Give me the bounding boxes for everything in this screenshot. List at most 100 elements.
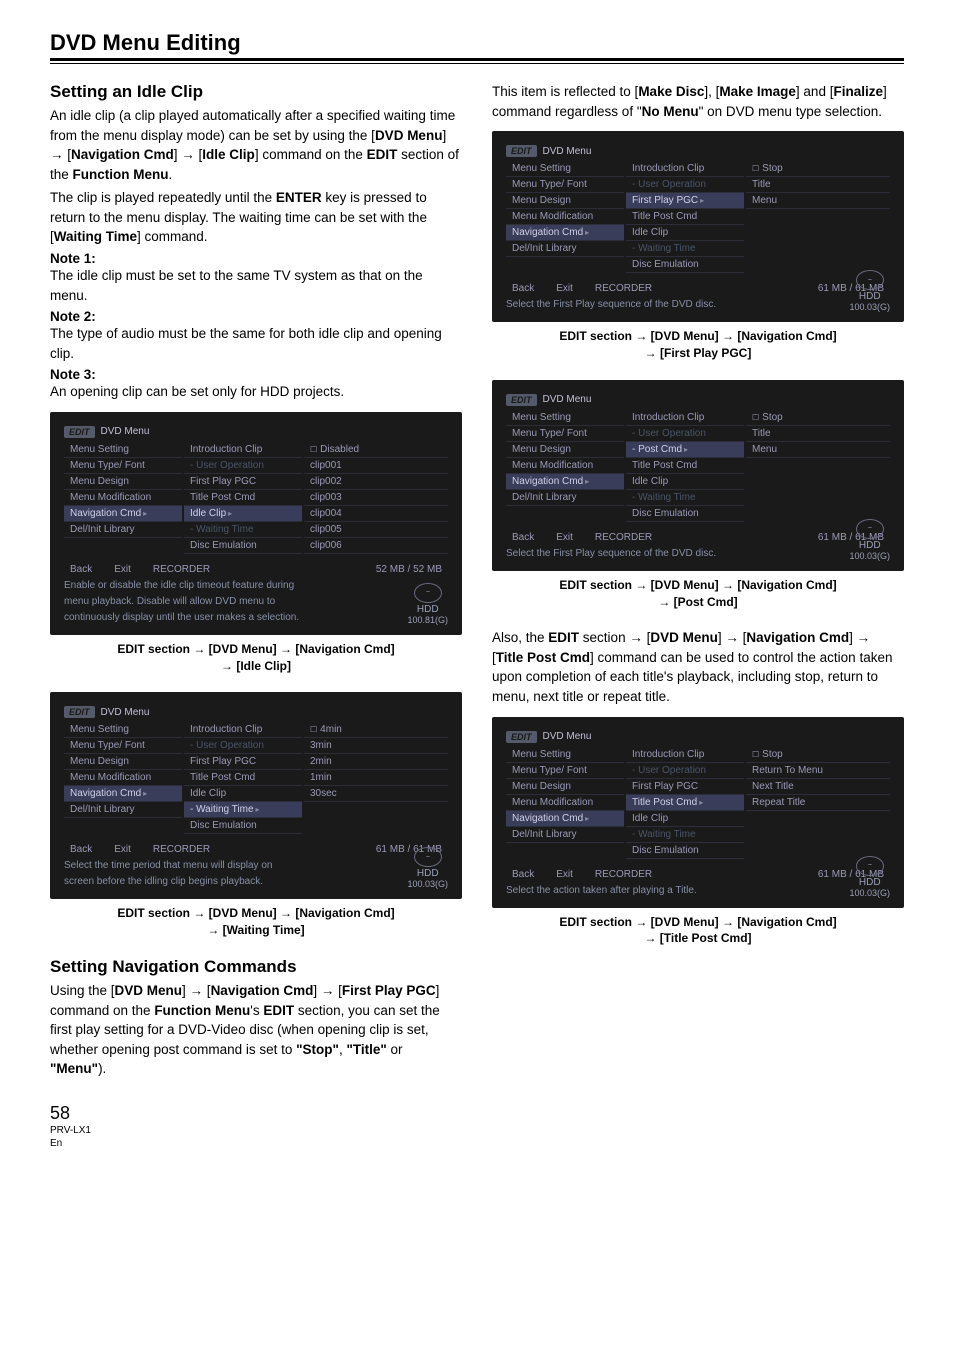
menu-right-item: Title xyxy=(746,177,890,193)
menu-mid-item: Disc Emulation xyxy=(184,538,302,554)
footer-lang: En xyxy=(50,1137,904,1150)
menu-left-item: Navigation Cmd▸ xyxy=(506,225,624,241)
menu-left-item: Menu Type/ Font xyxy=(506,763,624,779)
menu-left-item: Menu Type/ Font xyxy=(64,458,182,474)
caption-1: EDIT section → [DVD Menu] → [Navigation … xyxy=(50,641,462,675)
menu-left-item: Navigation Cmd▸ xyxy=(506,474,624,490)
left-column: Setting an Idle Clip An idle clip (a cli… xyxy=(50,82,462,1083)
recorder-label: RECORDER xyxy=(595,532,652,543)
menu-mid-item: - Waiting Time xyxy=(626,827,744,843)
menu-right-item: clip001 xyxy=(304,458,448,474)
menu-left-item: Menu Setting xyxy=(64,722,182,738)
menu-right-item: ☐Disabled xyxy=(304,442,448,458)
menu-mid-item: First Play PGC▸ xyxy=(626,193,744,209)
menu-mid-item: - Waiting Time xyxy=(184,522,302,538)
back-label: Back xyxy=(512,283,534,294)
menu-mid-item: Idle Clip xyxy=(626,225,744,241)
menu-mid-item: Disc Emulation xyxy=(626,257,744,273)
menu-mid-item: Introduction Clip xyxy=(184,442,302,458)
menu-mid-item: Idle Clip xyxy=(184,786,302,802)
note2-text: The type of audio must be the same for b… xyxy=(50,324,462,363)
menu-left-item: Menu Modification xyxy=(506,795,624,811)
menu-left-item: Menu Setting xyxy=(506,747,624,763)
menu-left-item: Menu Design xyxy=(64,754,182,770)
page-title: DVD Menu Editing xyxy=(50,30,904,61)
menu-right-item: ☐4min xyxy=(304,722,448,738)
menu-mid-item: Idle Clip▸ xyxy=(184,506,302,522)
menu-left-item: Menu Modification xyxy=(64,770,182,786)
exit-label: Exit xyxy=(114,564,131,575)
screenshot-first-play-pgc: EDIT DVD Menu Menu SettingMenu Type/ Fon… xyxy=(492,131,904,322)
menu-mid-item: - Waiting Time xyxy=(626,490,744,506)
menu-left-item: Menu Design xyxy=(506,193,624,209)
caption-2: EDIT section → [DVD Menu] → [Navigation … xyxy=(50,905,462,939)
title-rule xyxy=(50,63,904,64)
exit-label: Exit xyxy=(114,844,131,855)
menu-right-item: 3min xyxy=(304,738,448,754)
menu-left-item: Menu Type/ Font xyxy=(506,177,624,193)
menu-left-item: Navigation Cmd▸ xyxy=(506,811,624,827)
menu-right-item: clip005 xyxy=(304,522,448,538)
ss-header: EDIT DVD Menu xyxy=(506,731,890,743)
menu-right-item: Menu xyxy=(746,442,890,458)
menu-mid-item: - User Operation xyxy=(184,458,302,474)
menu-left-item: Menu Type/ Font xyxy=(64,738,182,754)
menu-right-item: ☐Stop xyxy=(746,747,890,763)
menu-left-item: Menu Modification xyxy=(506,209,624,225)
menu-mid-item: - User Operation xyxy=(626,177,744,193)
hdd-icon: ~ xyxy=(414,583,442,603)
ss-header: EDIT DVD Menu xyxy=(64,426,448,438)
para-nav-cmd: Using the [DVD Menu] → [Navigation Cmd] … xyxy=(50,981,462,1079)
section-title-nav-cmd: Setting Navigation Commands xyxy=(50,957,462,977)
menu-right-item: ☐Stop xyxy=(746,161,890,177)
menu-right-item: Return To Menu xyxy=(746,763,890,779)
menu-mid-item: - User Operation xyxy=(184,738,302,754)
menu-left-item: Navigation Cmd▸ xyxy=(64,786,182,802)
menu-left-item: Menu Setting xyxy=(506,161,624,177)
menu-mid-item: Disc Emulation xyxy=(184,818,302,834)
caption-4: EDIT section → [DVD Menu] → [Navigation … xyxy=(492,577,904,611)
hdd-label: HDD xyxy=(407,868,448,879)
menu-left-item: Del/Init Library xyxy=(64,522,182,538)
ss-title: DVD Menu xyxy=(543,394,592,405)
caption-5: EDIT section → [DVD Menu] → [Navigation … xyxy=(492,914,904,948)
menu-right-item: ☐Stop xyxy=(746,410,890,426)
menu-mid-item: Idle Clip xyxy=(626,474,744,490)
menu-left-item: Menu Design xyxy=(506,779,624,795)
hint-text: menu playback. Disable will allow DVD me… xyxy=(64,593,448,609)
hint-text: Enable or disable the idle clip timeout … xyxy=(64,577,448,593)
screenshot-waiting-time: EDIT DVD Menu Menu SettingMenu Type/ Fon… xyxy=(50,692,462,899)
recorder-label: RECORDER xyxy=(153,564,210,575)
ss-title: DVD Menu xyxy=(543,731,592,742)
menu-mid-item: Introduction Clip xyxy=(626,410,744,426)
menu-right-item: Repeat Title xyxy=(746,795,890,811)
menu-left-item: Menu Type/ Font xyxy=(506,426,624,442)
hdd-label: HDD xyxy=(849,291,890,302)
hdd-icon: ~ xyxy=(856,856,884,876)
menu-mid-item: Idle Clip xyxy=(626,811,744,827)
menu-mid-item: Title Post Cmd xyxy=(626,458,744,474)
menu-left-item: Menu Modification xyxy=(506,458,624,474)
para-idle-clip-1: An idle clip (a clip played automaticall… xyxy=(50,106,462,184)
menu-right-item: clip004 xyxy=(304,506,448,522)
hint-text: Select the time period that menu will di… xyxy=(64,857,448,873)
menu-mid-item: - Post Cmd▸ xyxy=(626,442,744,458)
screenshot-post-cmd: EDIT DVD Menu Menu SettingMenu Type/ Fon… xyxy=(492,380,904,571)
gb-label: 100.03(G) xyxy=(849,888,890,898)
menu-right-item: clip002 xyxy=(304,474,448,490)
menu-left-item: Del/Init Library xyxy=(506,490,624,506)
hint-text: Select the First Play sequence of the DV… xyxy=(506,296,890,312)
screenshot-idle-clip: EDIT DVD Menu Menu SettingMenu Type/ Fon… xyxy=(50,412,462,635)
hdd-indicator: ~ HDD 100.03(G) xyxy=(849,856,890,898)
menu-mid-item: Title Post Cmd xyxy=(626,209,744,225)
gb-label: 100.03(G) xyxy=(849,551,890,561)
menu-mid-item: Introduction Clip xyxy=(184,722,302,738)
back-label: Back xyxy=(70,564,92,575)
back-label: Back xyxy=(512,869,534,880)
hdd-indicator: ~ HDD 100.03(G) xyxy=(849,270,890,312)
gb-label: 100.03(G) xyxy=(407,879,448,889)
menu-mid-item: Title Post Cmd xyxy=(184,490,302,506)
ss-header: EDIT DVD Menu xyxy=(506,394,890,406)
para-right-2: Also, the EDIT section → [DVD Menu] → [N… xyxy=(492,628,904,706)
menu-left-item: Navigation Cmd▸ xyxy=(64,506,182,522)
